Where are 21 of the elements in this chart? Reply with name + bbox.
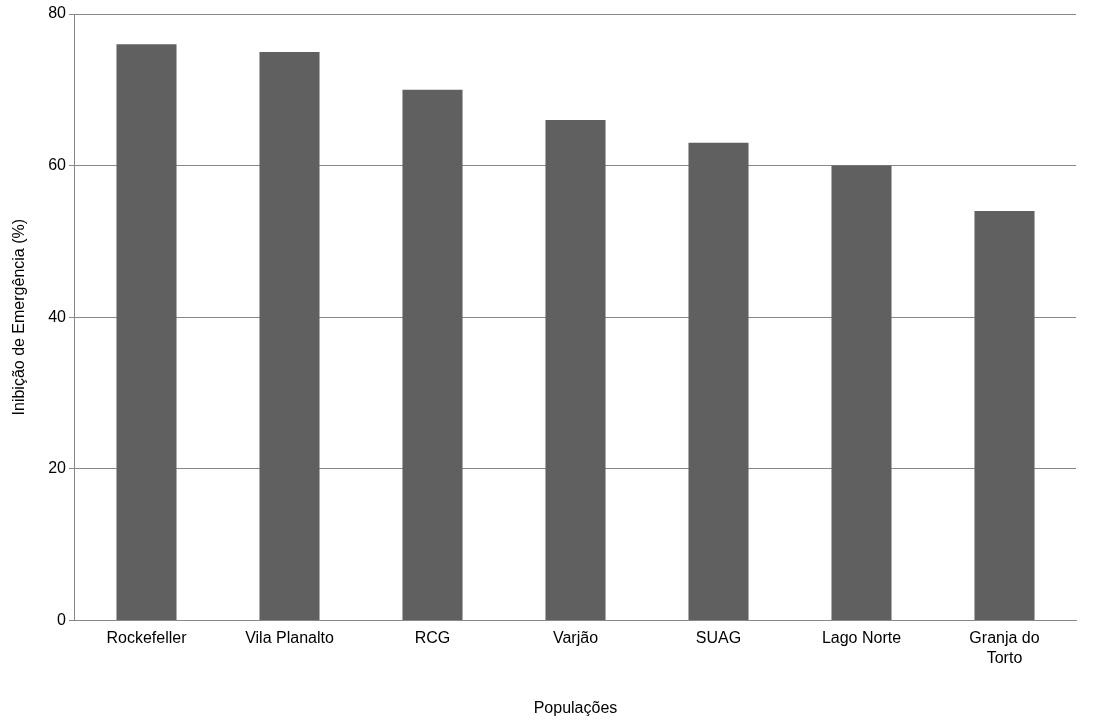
x-tick-label: Rockefeller: [106, 629, 188, 647]
x-tick-label: RCG: [414, 629, 451, 647]
bar: [831, 165, 892, 620]
bar: [259, 51, 320, 620]
bar: [974, 211, 1035, 620]
y-tick-label: 80: [48, 4, 67, 22]
x-tick-label: SUAG: [695, 629, 742, 647]
x-tick-label: Granja do Torto: [969, 629, 1040, 666]
y-tick-label: 60: [48, 156, 67, 174]
y-tick-label: 0: [57, 610, 67, 628]
y-tick-label: 40: [48, 307, 67, 325]
y-tick-label: 20: [48, 459, 67, 477]
y-axis-title: Inibição de Emergência (%): [10, 218, 28, 416]
bar: [688, 142, 749, 620]
bar: [116, 44, 177, 620]
x-tick-label: Lago Norte: [821, 629, 902, 647]
x-axis-title: Populações: [533, 698, 618, 716]
x-tick-label: Vila Planalto: [245, 629, 334, 647]
bar: [402, 89, 463, 620]
bar: [545, 120, 606, 620]
x-tick-label: Varjão: [552, 629, 599, 647]
